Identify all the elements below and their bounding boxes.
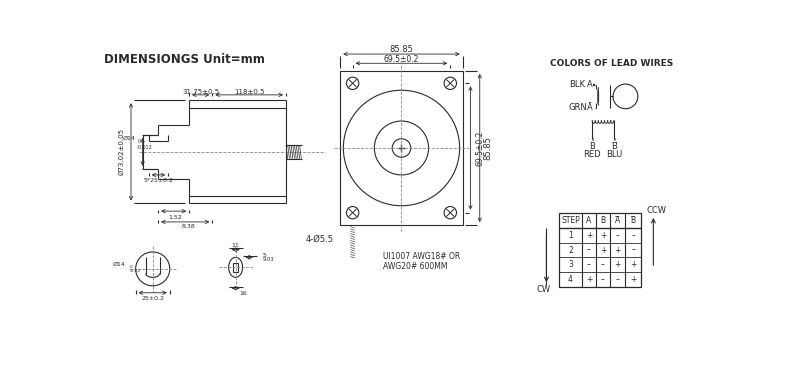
Text: CW: CW <box>536 285 550 294</box>
Text: 3: 3 <box>568 260 573 269</box>
Text: 4-Ø5.5: 4-Ø5.5 <box>306 235 334 243</box>
Text: BLK: BLK <box>569 80 585 89</box>
Text: –: – <box>631 231 635 240</box>
Text: GRN: GRN <box>569 103 588 112</box>
Text: 118±0.5: 118±0.5 <box>234 89 265 95</box>
Text: +: + <box>630 260 636 269</box>
Text: Ø73.02±0.05: Ø73.02±0.05 <box>118 128 125 175</box>
Text: +: + <box>600 246 606 255</box>
Text: 1.52: 1.52 <box>168 215 182 220</box>
Text: DIMENSIONGS Unit=mm: DIMENSIONGS Unit=mm <box>104 53 265 66</box>
Bar <box>558 214 641 287</box>
Text: CCW: CCW <box>646 206 666 215</box>
Text: 25±0.2: 25±0.2 <box>141 297 164 301</box>
Text: +: + <box>586 275 592 284</box>
Text: +: + <box>614 260 621 269</box>
Text: –: – <box>587 260 591 269</box>
Text: –: – <box>601 260 605 269</box>
Text: 0
-0.012: 0 -0.012 <box>138 139 153 149</box>
Text: B̅: B̅ <box>611 142 617 151</box>
Text: BLU: BLU <box>606 150 622 159</box>
Bar <box>233 263 238 272</box>
Text: 85.85: 85.85 <box>390 45 414 54</box>
Text: +: + <box>600 231 606 240</box>
Text: 5*25±0.2: 5*25±0.2 <box>143 178 174 183</box>
Text: Ø14: Ø14 <box>122 136 136 141</box>
Text: 16: 16 <box>239 291 247 296</box>
Text: 69.5±0.2: 69.5±0.2 <box>384 55 419 64</box>
Text: 69.5±0.2: 69.5±0.2 <box>475 130 484 166</box>
Text: 31.75±0.5: 31.75±0.5 <box>182 89 219 95</box>
Text: –: – <box>616 275 620 284</box>
Text: 0
-0.02: 0 -0.02 <box>130 265 141 273</box>
Text: +: + <box>586 231 592 240</box>
Text: 5: 5 <box>262 252 266 258</box>
Text: 2: 2 <box>568 246 573 255</box>
Text: Ā: Ā <box>586 103 593 112</box>
Text: 1: 1 <box>568 231 573 240</box>
Text: UI1007 AWG18# OR
AWG20# 600MM: UI1007 AWG18# OR AWG20# 600MM <box>383 252 460 271</box>
Text: Ø14: Ø14 <box>113 262 126 267</box>
Text: –: – <box>601 275 605 284</box>
Text: 11: 11 <box>232 243 239 247</box>
Text: –: – <box>587 246 591 255</box>
Text: +: + <box>630 275 636 284</box>
Text: B̅: B̅ <box>630 216 636 225</box>
Text: –: – <box>631 246 635 255</box>
Text: A: A <box>586 216 592 225</box>
Text: 85.85: 85.85 <box>483 136 492 160</box>
Text: –: – <box>616 231 620 240</box>
Text: RED: RED <box>583 150 601 159</box>
Text: 4: 4 <box>568 275 573 284</box>
Text: +: + <box>614 246 621 255</box>
Text: A̅: A̅ <box>615 216 620 225</box>
Text: 8.38: 8.38 <box>182 224 195 229</box>
Text: B: B <box>589 142 595 151</box>
Text: A: A <box>586 80 593 89</box>
Text: 9.03: 9.03 <box>262 257 274 262</box>
Text: B: B <box>601 216 606 225</box>
Text: COLORS OF LEAD WIRES: COLORS OF LEAD WIRES <box>550 59 673 68</box>
Text: STEP: STEP <box>561 216 580 225</box>
Bar <box>340 71 462 225</box>
